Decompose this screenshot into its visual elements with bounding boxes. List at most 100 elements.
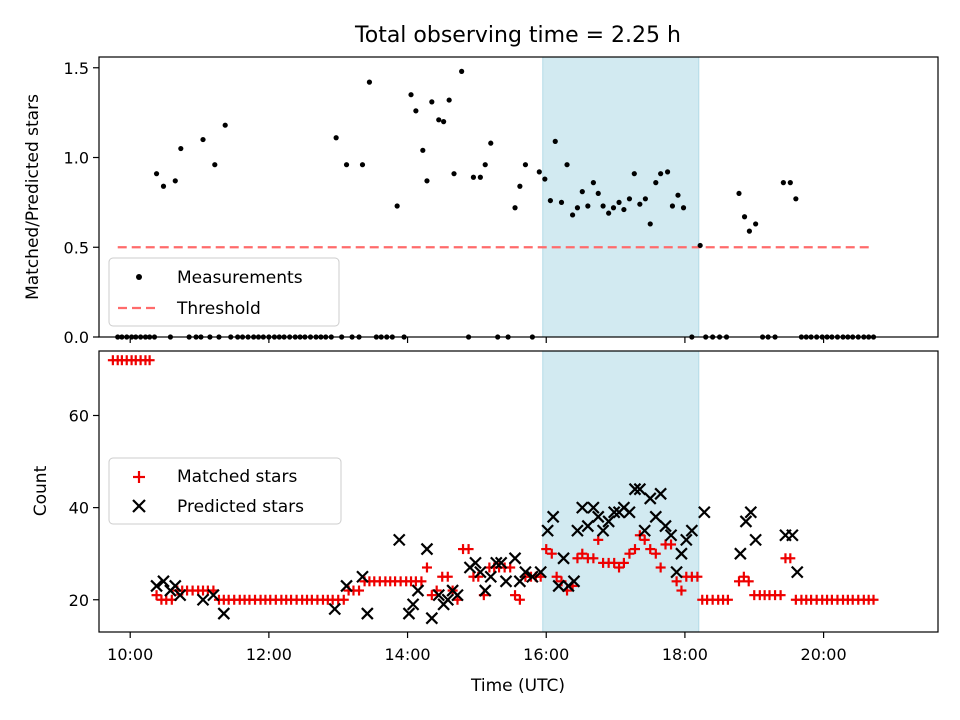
predicted-point (356, 570, 369, 583)
top-y-axis: 0.0 0.5 1.0 1.5 (64, 59, 99, 347)
measurement-point (642, 196, 648, 202)
matched-point (666, 539, 677, 550)
measurement-point (626, 196, 633, 202)
matched-point (338, 594, 349, 605)
measurement-point (477, 174, 483, 180)
predicted-point (670, 565, 683, 579)
predicted-point (744, 505, 758, 519)
predicted-point (406, 598, 420, 611)
matched-point (868, 594, 879, 605)
predicted-point (638, 524, 651, 537)
measurement-point (366, 79, 373, 85)
predicted-point (739, 515, 753, 528)
measurement-point (746, 228, 752, 234)
bottom-legend-box (108, 457, 342, 525)
measurement-point (574, 205, 581, 211)
predicted-point (526, 570, 539, 583)
matched-point (609, 557, 620, 568)
measurement-point (585, 203, 591, 209)
x-tick-label: 10:00 (107, 645, 153, 664)
predicted-point (591, 510, 605, 524)
matched-point (421, 562, 432, 573)
measurement-point (552, 138, 558, 144)
predicted-point (680, 533, 693, 547)
measurement-point (517, 183, 523, 189)
predicted-point (484, 570, 498, 583)
matched-point (722, 594, 733, 605)
predicted-point (607, 505, 621, 519)
x-tick-label: 14:00 (385, 645, 431, 664)
measurement-point (446, 97, 452, 103)
matched-point (775, 590, 786, 601)
predicted-point (557, 552, 570, 565)
predicted-point (499, 575, 513, 588)
measurement-point (536, 169, 542, 175)
top-y-axis-label: Matched/Predicted stars (23, 94, 43, 300)
x-tick-label: 16:00 (523, 645, 569, 664)
x-tick-label: 18:00 (662, 645, 708, 664)
top-highlight-span (542, 56, 700, 338)
predicted-point (541, 524, 554, 537)
measurement-point (569, 212, 576, 218)
predicted-point (469, 556, 482, 570)
measurement-point (512, 205, 518, 211)
bottom-panel: 20 40 60 10:00 12:00 14:00 16:00 18:00 20:00 Co… (31, 350, 939, 696)
predicted-point (328, 602, 342, 616)
measurement-point (441, 119, 447, 125)
measurement-point (616, 199, 622, 205)
matched-point (572, 553, 583, 564)
top-legend-box (108, 257, 340, 327)
top-panel: 0.0 0.5 1.0 1.5 Matched/Predicted stars Mea… (23, 56, 939, 347)
x-axis-label: Time (UTC) (470, 676, 565, 696)
matched-point (738, 571, 749, 582)
measurement-point (595, 190, 601, 197)
predicted-point (659, 519, 672, 533)
predicted-point (402, 607, 416, 620)
measurement-point (222, 122, 228, 128)
measurement-point (451, 171, 457, 177)
matched-point (442, 571, 453, 582)
matched-point (655, 562, 666, 573)
predicted-point (685, 524, 699, 537)
matched-point (151, 590, 162, 601)
matched-point (733, 576, 744, 587)
legend-matched-marker (133, 471, 145, 483)
measurement-point (658, 171, 664, 177)
x-tick-label: 12:00 (246, 645, 292, 664)
matched-point (785, 553, 796, 564)
top-y-tick-label: 1.5 (64, 59, 89, 78)
measurement-point (408, 92, 414, 98)
predicted-point (633, 482, 647, 496)
predicted-point (490, 556, 503, 570)
predicted-point (734, 547, 747, 560)
legend-predicted-label: Predicted stars (177, 497, 304, 517)
measurement-point (522, 162, 529, 168)
matched-point (639, 534, 650, 545)
top-legend: Measurements Threshold (108, 257, 340, 327)
predicted-point (643, 492, 657, 505)
predicted-point (587, 501, 600, 514)
measurement-point (429, 99, 435, 105)
measurement-point (669, 203, 676, 209)
predicted-point (217, 607, 231, 620)
measurement-point (470, 174, 477, 180)
chart-title: Total observing time = 2.25 h (354, 23, 681, 48)
predicted-point (432, 588, 446, 602)
predicted-point (411, 584, 425, 597)
predicted-point (392, 533, 406, 547)
matched-point (614, 562, 625, 573)
bottom-y-tick-label: 40 (69, 499, 89, 518)
predicted-point (157, 575, 170, 588)
legend-predicted-marker (132, 499, 146, 513)
predicted-point (168, 579, 182, 593)
predicted-point (474, 565, 487, 579)
measurement-point (172, 178, 178, 184)
measurement-point (664, 169, 671, 175)
predicted-point (508, 552, 522, 565)
predicted-point (790, 565, 804, 579)
measurement-point (153, 171, 160, 177)
matched-point (692, 571, 703, 582)
matched-point (426, 590, 437, 601)
predicted-point (494, 556, 508, 570)
